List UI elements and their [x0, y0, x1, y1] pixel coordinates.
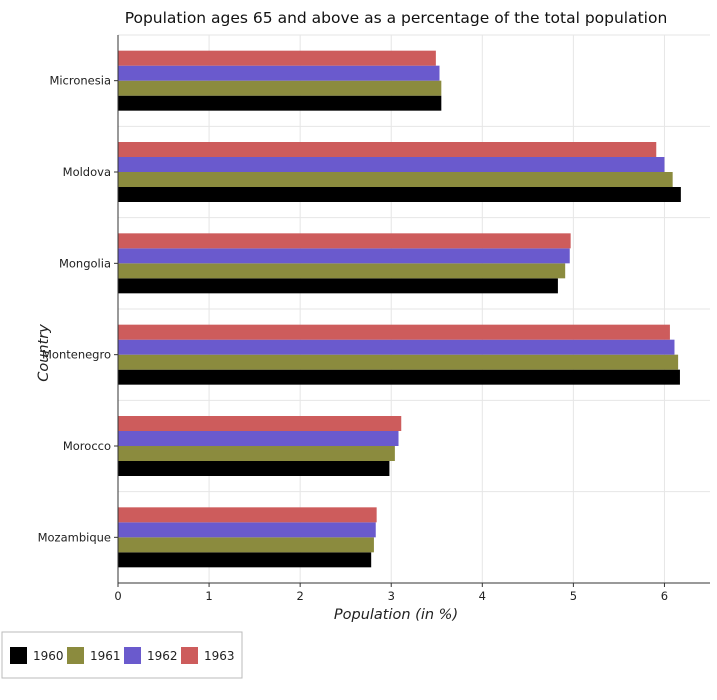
x-tick-label: 5 [570, 589, 577, 603]
plot-area: Micronesia Moldova Mongolia Montenegro Moroc… [38, 34, 710, 603]
x-tick-label: 3 [388, 589, 395, 603]
legend-label-1961: 1961 [90, 649, 121, 663]
bar-1963-mongolia [118, 233, 571, 249]
bar-1962-moldova [118, 157, 665, 172]
bar-1962-mongolia [118, 248, 570, 264]
bar-1961-moldova [118, 172, 673, 187]
x-tick-label: 0 [114, 589, 121, 603]
y-tick-label: Mongolia [59, 256, 111, 270]
bar-1960-moldova [118, 187, 681, 202]
y-axis-label: Country [36, 324, 52, 382]
bar-1963-moldova [118, 142, 657, 157]
y-tick-label: Mozambique [38, 530, 111, 544]
bar-1961-mongolia [118, 263, 566, 279]
y-tick-label: Moldova [63, 165, 111, 179]
bar-1963-micronesia [118, 50, 436, 66]
bar-1960-micronesia [118, 95, 442, 111]
chart-title: Population ages 65 and above as a percen… [125, 9, 668, 27]
bar-1961-mozambique [118, 537, 374, 553]
legend-swatch-1962 [124, 647, 141, 664]
bar-1963-morocco [118, 416, 402, 431]
bar-1962-mozambique [118, 522, 376, 538]
x-tick-label: 1 [205, 589, 212, 603]
bar-1960-morocco [118, 461, 390, 476]
y-tick-label: Micronesia [49, 74, 111, 88]
bar-1960-mongolia [118, 278, 558, 294]
bar-1960-mozambique [118, 552, 372, 568]
bar-1963-montenegro [118, 324, 670, 340]
y-tick-label: Morocco [63, 439, 111, 453]
legend-label-1962: 1962 [147, 649, 178, 663]
legend-swatch-1961 [67, 647, 84, 664]
legend: 1960 1961 1962 1963 [1, 631, 243, 679]
x-tick-label: 6 [661, 589, 668, 603]
bar-1962-montenegro [118, 339, 675, 355]
x-tick-label: 2 [296, 589, 303, 603]
legend-label-1963: 1963 [204, 649, 235, 663]
bar-1963-mozambique [118, 507, 377, 523]
bar-1961-morocco [118, 446, 395, 461]
x-axis-label: Population (in %) [334, 607, 458, 623]
bar-1961-montenegro [118, 354, 679, 370]
y-tick-label: Montenegro [42, 348, 111, 362]
bar-1962-morocco [118, 431, 399, 446]
legend-swatch-1963 [181, 647, 198, 664]
legend-swatch-1960 [10, 647, 27, 664]
bar-1960-montenegro [118, 369, 680, 385]
legend-box [1, 631, 243, 679]
x-tick-label: 4 [479, 589, 486, 603]
bar-1962-micronesia [118, 65, 440, 81]
legend-label-1960: 1960 [33, 649, 64, 663]
bar-1961-micronesia [118, 80, 442, 96]
